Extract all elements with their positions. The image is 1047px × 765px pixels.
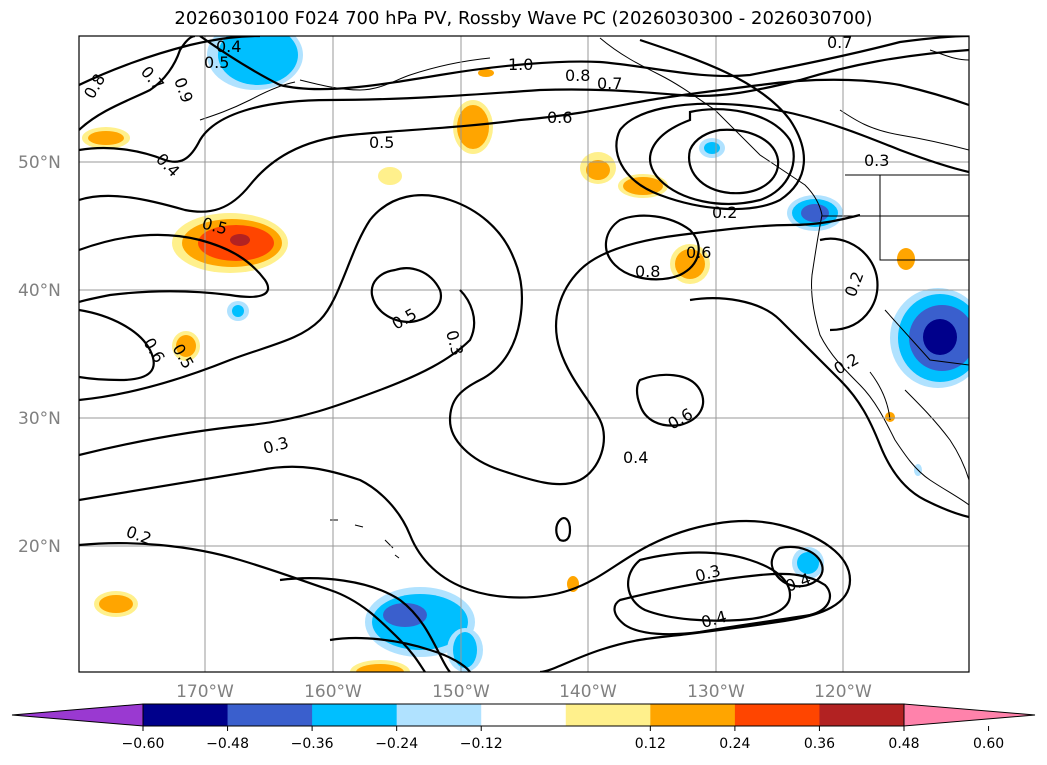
map-title: 2026030100 F024 700 hPa PV, Rossby Wave … <box>174 8 873 29</box>
colorbar-extend-high <box>903 703 1036 727</box>
lon-label: 120°W <box>814 682 872 702</box>
contour-label: 0.6 <box>547 108 572 127</box>
lon-label: 160°W <box>304 682 362 702</box>
lat-label: 50°N <box>18 153 61 173</box>
colorbar-tick-label: −0.60 <box>122 736 165 752</box>
colorbar-tick-label: −0.48 <box>206 736 249 752</box>
colorbar-tick-label: 0.24 <box>719 736 750 752</box>
lon-label: 150°W <box>432 682 490 702</box>
colorbar-segment <box>734 704 820 726</box>
contour-label: 0.5 <box>204 53 229 72</box>
colorbar-segment <box>312 704 398 726</box>
colorbar-segment <box>396 704 482 726</box>
colorbar-segment <box>819 704 905 726</box>
contour-label: 0.8 <box>635 262 660 281</box>
contour-label: 0.3 <box>864 151 889 170</box>
colorbar-segment <box>143 704 229 726</box>
colorbar-tick-label: 0.60 <box>973 736 1004 752</box>
longitude-labels: 170°W 160°W 150°W 140°W 130°W 120°W <box>176 682 872 702</box>
colorbar-extend-low <box>11 703 144 727</box>
coastlines <box>199 37 969 559</box>
lat-label: 20°N <box>18 537 61 557</box>
lat-label: 40°N <box>18 281 61 301</box>
lon-label: 130°W <box>687 682 745 702</box>
latitude-labels: 50°N 40°N 30°N 20°N <box>18 153 61 557</box>
colorbar-tick-label: −0.36 <box>291 736 334 752</box>
colorbar-tick-label: −0.12 <box>460 736 503 752</box>
contour-label: 0.2 <box>712 203 737 222</box>
contour-label: 1.0 <box>508 55 533 74</box>
colorbar-segment <box>227 704 313 726</box>
contour-label: 0.6 <box>686 243 711 262</box>
colorbar-segment <box>650 704 736 726</box>
colorbar-tick-label: 0.48 <box>888 736 919 752</box>
colorbar-segment <box>565 704 651 726</box>
colorbar-tick-label: −0.24 <box>375 736 418 752</box>
colorbar-tick-label: 0.12 <box>635 736 666 752</box>
contour-label: 0.4 <box>623 448 648 467</box>
pv-contours <box>79 36 969 672</box>
colorbar-tick-label: 0.36 <box>804 736 835 752</box>
contour-label: 0.4 <box>216 37 241 56</box>
colorbar-outline <box>142 703 905 727</box>
contour-label: 0.8 <box>565 66 590 85</box>
contour-label: 0.7 <box>597 74 622 93</box>
map-frame <box>78 35 970 673</box>
colorbar: −0.60 −0.48 −0.36 −0.24 −0.12 0.12 0.24 0.36 0.4… <box>11 703 1036 752</box>
lon-label: 140°W <box>559 682 617 702</box>
colorbar-segment <box>481 704 567 726</box>
contour-label: 0.7 <box>827 33 852 52</box>
lon-label: 170°W <box>176 682 234 702</box>
contour-label: 0.5 <box>369 133 394 152</box>
lat-label: 30°N <box>18 409 61 429</box>
grid-lines <box>79 36 969 672</box>
map-background <box>79 36 969 672</box>
